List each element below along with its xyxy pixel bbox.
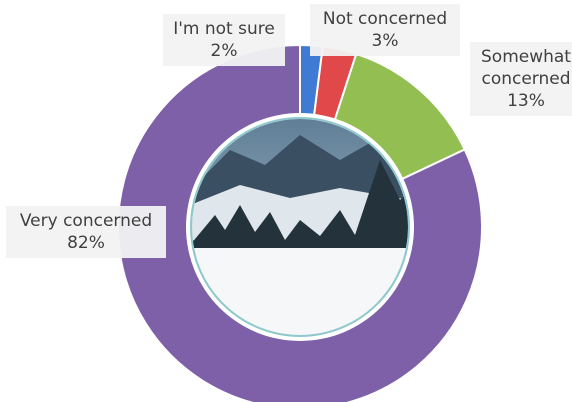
- data-label: Very concerned 82%: [6, 206, 166, 258]
- value-label: 2%: [210, 41, 238, 61]
- value-label: 3%: [371, 31, 399, 51]
- data-label: I'm not sure 2%: [163, 14, 285, 66]
- category-label: Very concerned: [19, 211, 153, 231]
- category-label: I'm not sure: [173, 19, 275, 39]
- value-label: 82%: [67, 233, 105, 253]
- category-label: Not concerned: [322, 9, 448, 29]
- value-label: 13%: [507, 91, 545, 111]
- data-label: Somewhat concerned 13%: [470, 42, 572, 116]
- image-border: [190, 117, 410, 337]
- data-label: Not concerned 3%: [310, 4, 460, 56]
- category-label: Somewhat concerned: [481, 47, 571, 89]
